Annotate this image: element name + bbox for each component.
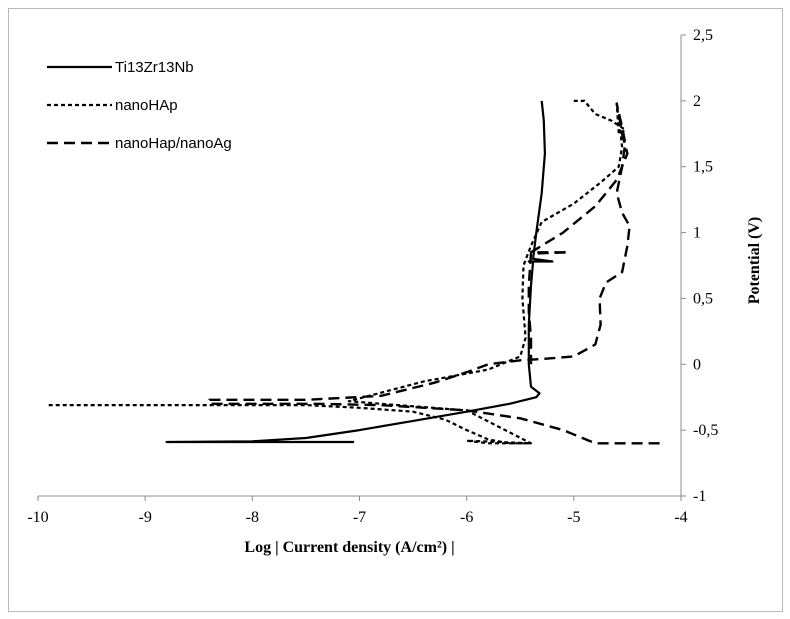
y-tick-label: 1,5: [693, 159, 713, 176]
x-axis-title: Log | Current density (A/cm²) |: [244, 539, 454, 556]
x-tick-label: -8: [246, 509, 259, 526]
y-tick-label: 2,5: [693, 27, 713, 44]
x-ticks: -10 -9 -8 -7 -6 -5 -4: [27, 496, 688, 526]
y-tick-label: 2: [693, 93, 701, 110]
legend-label-3: nanoHap/nanoAg: [115, 135, 232, 152]
legend: Ti13Zr13Nb nanoHAp nanoHap/nanoAg: [47, 59, 232, 152]
y-tick-label: -1: [693, 488, 706, 505]
y-tick-label: 1: [693, 225, 701, 242]
y-tick-label: 0,5: [693, 290, 713, 307]
y-tick-label: -0,5: [693, 422, 718, 439]
y-tick-label: 0: [693, 356, 701, 373]
x-tick-label: -9: [139, 509, 152, 526]
series-line-3: [208, 102, 660, 445]
legend-label-2: nanoHAp: [115, 97, 178, 114]
x-tick-label: -6: [460, 509, 473, 526]
series-layer: [48, 99, 660, 445]
chart-frame: Ti13Zr13Nb nanoHAp nanoHap/nanoAg -10 -9 -8-…: [8, 8, 783, 612]
y-ticks: -1 -0,5 0 0,5 1 1,5 2 2,5: [681, 27, 718, 505]
y-axis-title: Potential (V): [746, 217, 763, 305]
x-tick-label: -5: [567, 509, 580, 526]
x-tick-label: -7: [353, 509, 366, 526]
legend-label-1: Ti13Zr13Nb: [115, 59, 194, 76]
x-tick-label: -10: [27, 509, 48, 526]
x-tick-label: -4: [674, 509, 687, 526]
series-line-1: [165, 100, 554, 444]
